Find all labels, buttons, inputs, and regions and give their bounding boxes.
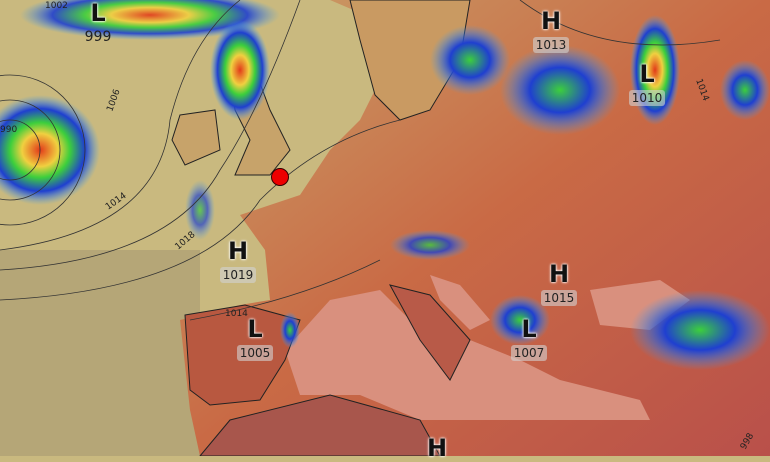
high-pressure-center: H 1019 (208, 238, 268, 283)
pressure-symbol: H (548, 260, 570, 288)
pressure-symbol: L (90, 0, 106, 27)
pressure-value: 1013 (532, 37, 570, 53)
land-ireland (171, 109, 221, 166)
isobars (0, 0, 721, 321)
land-scandinavia (349, 0, 471, 121)
precipitation-layer (0, 0, 770, 370)
pressure-value: 999 (84, 29, 112, 45)
pressure-value: 1005 (236, 345, 274, 361)
land-africa (199, 394, 441, 456)
pressure-symbol: H (227, 237, 249, 265)
atlantic-shade (0, 250, 200, 456)
low-pressure-center: L 1005 (225, 316, 285, 361)
low-pressure-center: L 1007 (499, 316, 559, 361)
mediterranean-sea (285, 290, 650, 420)
high-pressure-center: H 1013 (521, 8, 581, 53)
pressure-symbol: L (247, 315, 263, 343)
pressure-symbol: L (521, 315, 537, 343)
pressure-value: 1015 (540, 290, 578, 306)
pressure-symbol: L (639, 60, 655, 88)
pressure-value: 1007 (510, 345, 548, 361)
pressure-value: 1019 (219, 267, 257, 283)
pressure-value: 1010 (628, 90, 666, 106)
high-pressure-center: H 1015 (529, 261, 589, 306)
isobar-label: 990 (0, 125, 17, 135)
isobar-label: 1002 (45, 1, 68, 11)
pressure-symbol: H (540, 7, 562, 35)
adriatic-sea (430, 275, 490, 330)
isobar-label: 1014 (225, 309, 248, 319)
low-pressure-center: L 999 (68, 0, 128, 46)
location-marker[interactable] (271, 168, 289, 186)
land-italy (389, 284, 471, 381)
low-pressure-center: L 1010 (617, 61, 677, 106)
pressure-symbol: H (426, 434, 448, 462)
high-pressure-center: H (407, 435, 467, 461)
